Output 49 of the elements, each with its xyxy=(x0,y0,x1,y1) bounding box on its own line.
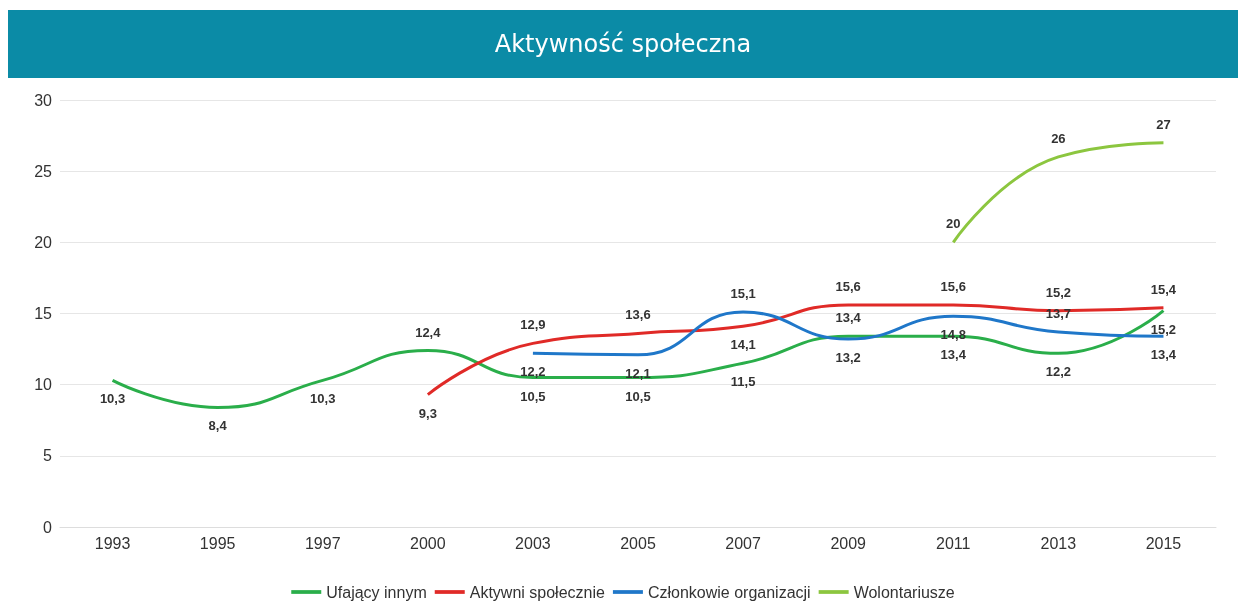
x-tick-label: 2009 xyxy=(830,534,867,552)
data-label: 11,5 xyxy=(730,374,756,390)
data-label: 15,6 xyxy=(940,278,966,294)
y-tick-label: 15 xyxy=(34,305,53,322)
data-label: 15,4 xyxy=(1150,281,1177,297)
data-label: 12,2 xyxy=(1045,364,1072,380)
data-label: 14,1 xyxy=(730,337,756,353)
data-label: 13,4 xyxy=(940,347,967,363)
chart-title: Aktywność społeczna xyxy=(8,10,1238,78)
x-tick-label: 1997 xyxy=(304,534,341,552)
data-label: 20 xyxy=(946,216,961,232)
data-label: 13,4 xyxy=(1150,347,1177,363)
x-tick-label: 2011 xyxy=(936,534,971,552)
x-tick-label: 2013 xyxy=(1040,534,1077,552)
x-tick-label: 2015 xyxy=(1145,534,1182,552)
x-tick-label: 2003 xyxy=(515,534,551,552)
x-tick-label: 2005 xyxy=(620,534,656,552)
data-label: 26 xyxy=(1051,130,1066,146)
data-label: 8,4 xyxy=(208,418,228,434)
y-tick-label: 30 xyxy=(34,91,53,109)
y-tick-label: 0 xyxy=(43,518,53,536)
y-tick-label: 5 xyxy=(43,447,53,465)
data-label: 10,3 xyxy=(310,391,336,407)
legend-label: Wolontariusze xyxy=(853,583,955,601)
x-tick-label: 1995 xyxy=(199,534,236,552)
data-label: 15,2 xyxy=(1150,321,1177,337)
data-label: 12,4 xyxy=(415,324,442,340)
data-label: 9,3 xyxy=(418,405,437,421)
data-label: 10,5 xyxy=(625,388,651,404)
y-tick-label: 20 xyxy=(34,233,53,251)
data-label: 13,6 xyxy=(625,307,651,323)
data-label: 12,2 xyxy=(520,364,546,380)
legend-label: Członkowie organizacji xyxy=(647,583,811,601)
y-tick-label: 25 xyxy=(34,162,53,180)
data-label: 15,1 xyxy=(730,286,756,302)
y-tick-label: 10 xyxy=(34,376,53,394)
data-label: 13,4 xyxy=(835,310,862,326)
legend-label: Aktywni społecznie xyxy=(469,583,606,601)
data-label: 10,3 xyxy=(99,391,126,407)
data-label: 15,2 xyxy=(1045,284,1072,300)
x-tick-label: 2000 xyxy=(410,534,446,552)
data-label: 15,6 xyxy=(835,278,861,294)
x-tick-label: 2007 xyxy=(725,534,761,552)
x-tick-label: 1993 xyxy=(94,534,131,552)
data-label: 10,5 xyxy=(520,388,546,404)
data-label: 13,2 xyxy=(835,350,861,366)
data-label: 12,9 xyxy=(520,317,546,333)
data-label: 27 xyxy=(1156,116,1171,132)
legend-label: Ufający innym xyxy=(326,583,427,601)
